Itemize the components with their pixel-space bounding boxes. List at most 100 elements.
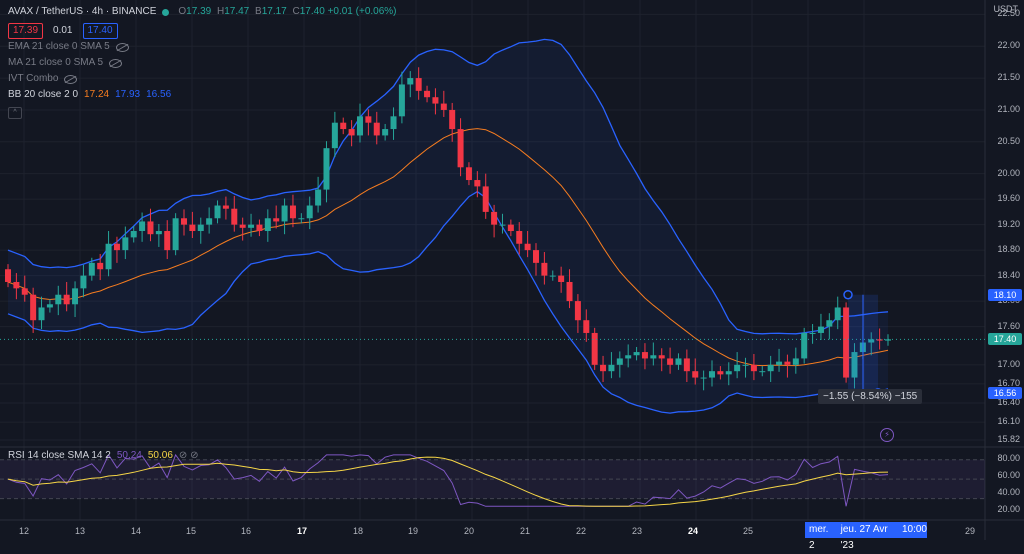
candle-body — [843, 307, 850, 378]
time-tick: 14 — [130, 526, 142, 536]
indicator-ma[interactable]: MA 21 close 0 SMA 5 — [8, 55, 397, 71]
candle — [608, 352, 615, 379]
candle — [792, 347, 799, 374]
candle — [298, 213, 305, 224]
candle-body — [633, 352, 640, 356]
candle-body — [851, 352, 858, 378]
candle-body — [767, 364, 774, 372]
collapse-legend-icon[interactable]: ^ — [8, 107, 22, 119]
candle — [331, 111, 338, 158]
candle-body — [717, 371, 724, 375]
indicator-ivt[interactable]: IVT Combo — [8, 71, 397, 87]
candle — [323, 141, 330, 203]
candle — [440, 90, 447, 117]
rsi-legend[interactable]: RSI 14 close SMA 14 2 50.24 50.06 ⊘ ⊘ — [8, 450, 199, 461]
candle-body — [147, 221, 154, 235]
candle-body — [491, 211, 498, 225]
hidden-eye-icon[interactable] — [115, 42, 129, 52]
candle-body — [239, 224, 246, 228]
candle-body — [692, 371, 699, 378]
currency-label[interactable]: USDT — [993, 4, 1019, 14]
candle — [574, 294, 581, 333]
candle-body — [390, 116, 397, 130]
candle — [717, 366, 724, 380]
candle-body — [155, 231, 162, 235]
candle-body — [868, 339, 875, 343]
candle — [214, 200, 221, 224]
candle-body — [792, 358, 799, 365]
candle — [784, 354, 791, 378]
candle-body — [834, 307, 841, 321]
time-tick: 13 — [74, 526, 86, 536]
price-tick: 21.50 — [997, 72, 1020, 83]
candle-body — [13, 281, 20, 289]
rsi-tick: 40.00 — [997, 486, 1020, 497]
rsi-tick: 60.00 — [997, 469, 1020, 480]
candlestick-chart[interactable] — [0, 0, 1024, 540]
candle — [348, 120, 355, 147]
candle — [97, 253, 104, 281]
candle-body — [759, 371, 766, 373]
symbol-title[interactable]: AVAX / TetherUS · 4h · BINANCE — [8, 6, 157, 17]
hidden-eye-icon[interactable] — [109, 58, 123, 68]
buy-button[interactable]: 17.40 — [82, 23, 118, 39]
candle-body — [289, 205, 296, 219]
measure-label: −1.55 (−8.54%) −155 — [818, 389, 923, 404]
candle — [415, 67, 422, 100]
candle-body — [206, 218, 213, 225]
candle-body — [306, 205, 313, 219]
candle — [139, 212, 146, 242]
indicator-bb[interactable]: BB 20 close 2 0 17.24 17.93 16.56 — [8, 87, 397, 103]
indicator-ema[interactable]: EMA 21 close 0 SMA 5 — [8, 39, 397, 55]
candle — [641, 343, 648, 370]
candle-body — [172, 218, 179, 251]
ohlc-values: O17.39 H17.47 B17.17 C17.40 +0.01 (+0.06… — [178, 6, 397, 17]
candle — [725, 362, 732, 386]
candle — [432, 88, 439, 115]
candle-body — [231, 208, 238, 225]
candle — [55, 285, 62, 316]
candle — [742, 357, 749, 378]
candle — [658, 348, 665, 372]
candle — [675, 353, 682, 370]
candle — [809, 324, 816, 344]
candle-body — [38, 307, 45, 321]
candle-body — [5, 269, 11, 282]
candle — [826, 313, 833, 340]
candle — [248, 213, 255, 237]
candle — [315, 176, 322, 213]
candle — [407, 71, 414, 98]
time-tick: 29 — [964, 526, 976, 536]
sell-button[interactable]: 17.39 — [8, 23, 44, 39]
candle-body — [600, 364, 607, 372]
candle-body — [373, 122, 380, 136]
candle — [801, 327, 808, 364]
rsi-settings-icon[interactable]: ⊘ ⊘ — [178, 450, 199, 461]
candle — [365, 109, 372, 136]
candle — [130, 225, 137, 243]
candle-body — [625, 355, 632, 359]
candle — [231, 195, 238, 232]
candle-body — [222, 205, 229, 209]
candle-body — [63, 294, 70, 305]
candle-body — [55, 294, 62, 305]
time-tick: 15 — [185, 526, 197, 536]
candle-body — [549, 275, 556, 277]
rsi-ma-line — [7, 456, 889, 507]
candle — [516, 222, 523, 255]
rsi-value: 50.24 — [116, 450, 142, 461]
candle — [474, 171, 481, 198]
time-tick: 12 — [18, 526, 30, 536]
hidden-eye-icon[interactable] — [64, 74, 78, 84]
candle-body — [197, 224, 204, 232]
candle-body — [516, 231, 523, 244]
time-tick: 18 — [352, 526, 364, 536]
candle — [591, 327, 598, 370]
candle — [491, 204, 498, 238]
candle — [424, 85, 431, 103]
candle-body — [164, 231, 171, 251]
lightning-icon[interactable]: ⚡ — [880, 428, 894, 442]
candle — [507, 219, 514, 237]
candle-body — [30, 294, 37, 321]
time-tick: 17 — [296, 526, 308, 536]
